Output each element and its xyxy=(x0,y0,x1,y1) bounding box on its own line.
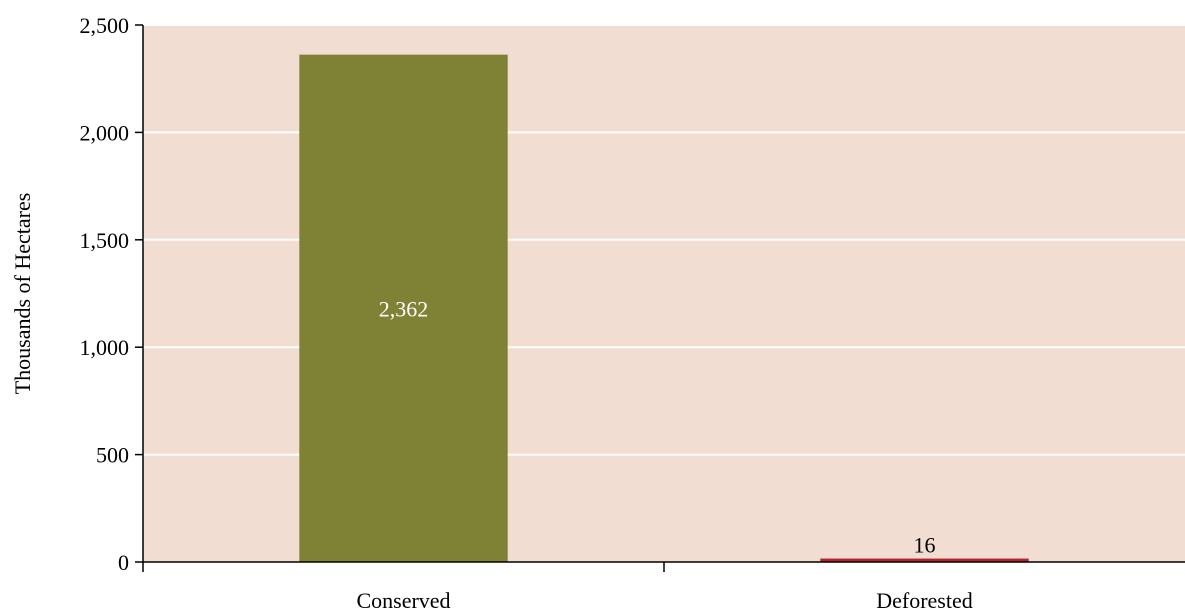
data-label-deforested: 16 xyxy=(914,533,936,558)
data-label-conserved: 2,362 xyxy=(379,296,429,321)
bar-conserved xyxy=(299,54,508,563)
labels: 2,362 Conserved 16 Deforested 0 500 1,000 1,500… xyxy=(80,13,973,612)
y-tick-label: 1,000 xyxy=(80,335,130,360)
y-tick-label: 2,000 xyxy=(80,120,130,145)
y-axis-title: Thousands of Hectares xyxy=(10,193,35,395)
x-tick-label: Conserved xyxy=(356,588,450,612)
axes xyxy=(135,24,1185,572)
y-tick-label: 2,500 xyxy=(80,13,130,38)
bars xyxy=(299,54,1029,563)
y-tick-label: 500 xyxy=(96,443,129,468)
y-tick-label: 0 xyxy=(118,550,129,575)
bar-deforested xyxy=(820,558,1029,562)
x-tick-label: Deforested xyxy=(876,588,973,612)
y-tick-label: 1,500 xyxy=(80,228,130,253)
